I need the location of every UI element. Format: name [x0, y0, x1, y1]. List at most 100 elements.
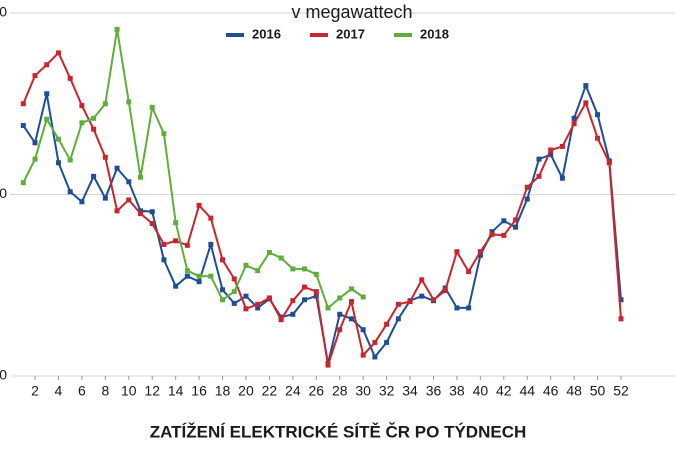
data-point: [348, 316, 354, 322]
x-tick-label: 26: [309, 383, 325, 399]
data-point: [102, 154, 108, 160]
data-point: [243, 293, 249, 299]
data-point: [149, 209, 155, 215]
data-point: [20, 123, 26, 129]
x-tick-label: 38: [449, 383, 465, 399]
data-point: [208, 273, 214, 279]
data-point: [548, 147, 554, 153]
legend: 2016 2017 2018: [226, 26, 449, 41]
data-point: [571, 115, 577, 121]
data-point: [606, 160, 612, 166]
legend-label: 2018: [420, 26, 449, 41]
data-point: [220, 297, 226, 303]
data-point: [173, 283, 179, 289]
data-point: [489, 229, 495, 235]
y-tick-label: 8000: [0, 185, 7, 201]
data-point: [102, 195, 108, 201]
x-tick-label: 24: [285, 383, 301, 399]
data-point: [395, 316, 401, 322]
data-point: [384, 339, 390, 345]
data-point: [290, 266, 296, 272]
data-point: [278, 314, 284, 320]
data-point: [44, 116, 50, 122]
x-tick-label: 40: [473, 383, 489, 399]
data-point: [407, 299, 413, 305]
data-point: [114, 26, 120, 32]
x-tick-label: 34: [402, 383, 418, 399]
data-point: [454, 305, 460, 311]
data-point: [536, 156, 542, 162]
data-point: [55, 136, 61, 142]
data-point: [466, 305, 472, 311]
data-point: [91, 126, 97, 132]
x-tick-label: 32: [379, 383, 395, 399]
data-point: [149, 221, 155, 227]
data-point: [290, 298, 296, 304]
data-point: [583, 100, 589, 106]
data-point: [20, 180, 26, 186]
data-point: [196, 273, 202, 279]
data-point: [395, 301, 401, 307]
data-point: [126, 197, 132, 203]
data-point: [161, 241, 167, 247]
data-point: [513, 224, 519, 230]
data-point: [337, 311, 343, 317]
data-point: [477, 249, 483, 255]
data-point: [220, 287, 226, 293]
grid: 6000800010000246810121416182022242628303…: [0, 4, 675, 399]
data-point: [255, 268, 261, 274]
data-point: [196, 279, 202, 285]
data-point: [360, 327, 366, 333]
data-point: [196, 202, 202, 208]
data-point: [231, 276, 237, 282]
data-point: [501, 218, 507, 224]
data-point: [348, 286, 354, 292]
data-point: [67, 189, 73, 195]
data-point: [67, 157, 73, 163]
data-point: [44, 62, 50, 68]
data-point: [571, 121, 577, 127]
data-point: [302, 266, 308, 272]
data-point: [618, 316, 624, 322]
plot-area: [20, 26, 624, 368]
data-point: [325, 305, 331, 311]
data-point: [173, 238, 179, 244]
legend-label: 2017: [336, 26, 365, 41]
data-point: [20, 101, 26, 107]
data-point: [184, 242, 190, 248]
chart-subtitle: v megawattech: [291, 2, 412, 22]
data-point: [220, 257, 226, 263]
data-point: [466, 269, 472, 275]
x-tick-label: 4: [55, 383, 63, 399]
series-line: [22, 51, 622, 366]
x-tick-label: 10: [121, 383, 137, 399]
data-point: [266, 250, 272, 256]
data-point: [161, 131, 167, 137]
x-tick-label: 28: [332, 383, 348, 399]
chart-title: ZATÍŽENÍ ELEKTRICKÉ SÍTĚ ČR PO TÝDNECH: [150, 422, 527, 441]
data-point: [266, 295, 272, 301]
data-point: [255, 305, 261, 311]
data-point: [313, 289, 319, 295]
x-tick-label: 8: [101, 383, 109, 399]
data-point: [489, 231, 495, 237]
data-point: [126, 179, 132, 185]
data-point: [372, 354, 378, 360]
data-point: [55, 160, 61, 166]
data-point: [337, 327, 343, 333]
data-point: [360, 352, 366, 358]
data-point: [184, 268, 190, 274]
data-point: [208, 241, 214, 247]
data-point: [149, 104, 155, 110]
y-tick-label: 6000: [0, 367, 7, 383]
data-point: [231, 289, 237, 295]
data-point: [278, 255, 284, 261]
data-point: [243, 262, 249, 268]
data-point: [102, 101, 108, 107]
data-point: [454, 249, 460, 255]
data-point: [137, 174, 143, 180]
data-point: [302, 297, 308, 303]
data-point: [208, 215, 214, 221]
